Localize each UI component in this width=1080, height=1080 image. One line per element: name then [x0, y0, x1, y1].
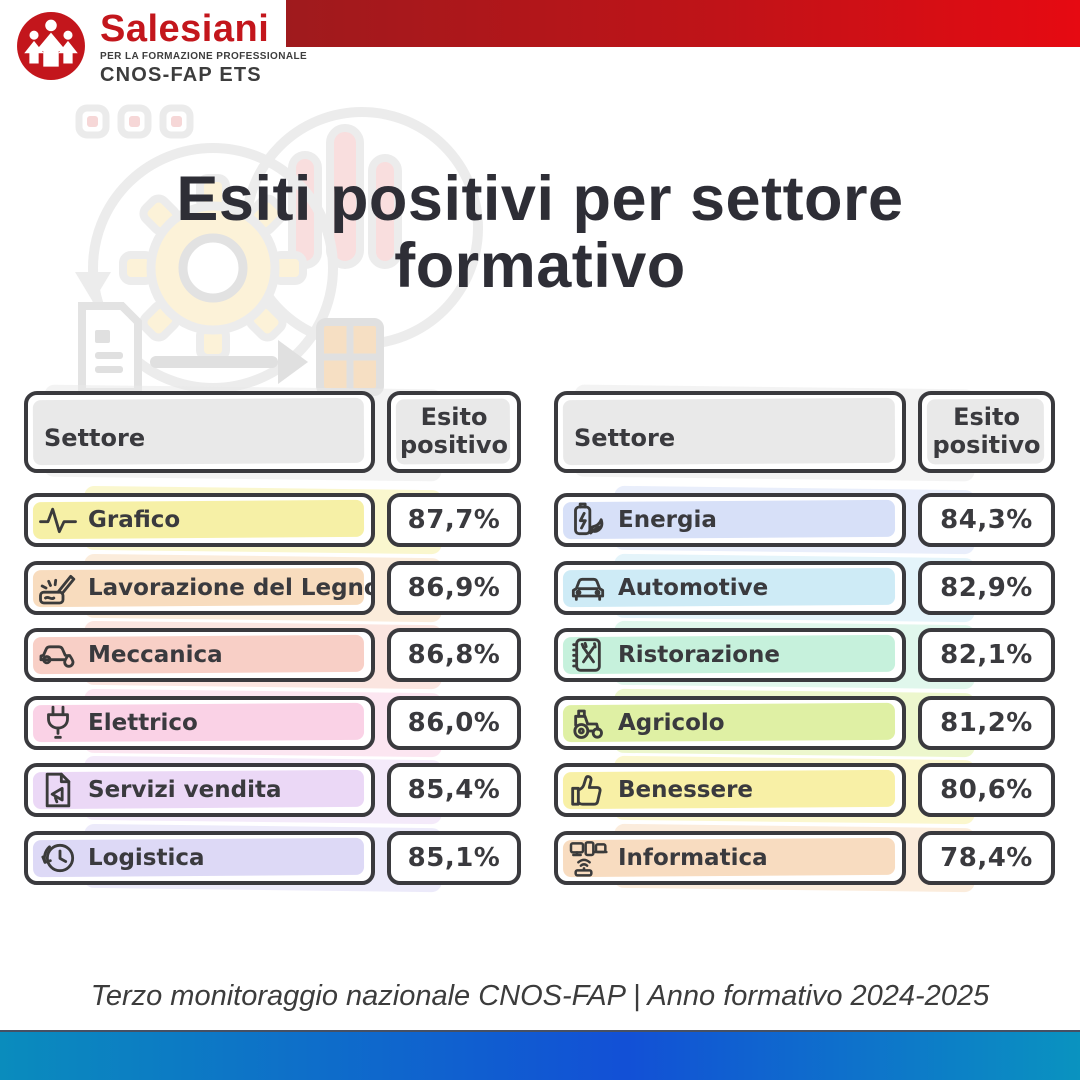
- column-header-outcome: Esito positivo: [387, 391, 521, 473]
- page-title: Esiti positivi per settore formativo: [176, 164, 904, 302]
- value-cell-automotive: 82,9%: [918, 561, 1055, 615]
- brand-name: Salesiani: [100, 8, 270, 50]
- top-red-bar: [286, 0, 1080, 47]
- brand-tagline: PER LA FORMAZIONE PROFESSIONALE: [100, 51, 308, 62]
- table-row: Energia 84,3%: [554, 485, 1055, 555]
- salesiani-logo-icon: [17, 12, 85, 80]
- sector-cell-benessere: Benessere: [554, 763, 906, 817]
- sector-cell-meccanica: Meccanica: [24, 628, 375, 682]
- table-row: Automotive 82,9%: [554, 553, 1055, 623]
- value-cell-logistica: 85,1%: [387, 831, 521, 885]
- table-row: Benessere 80,6%: [554, 755, 1055, 825]
- table-row: Lavorazione del Legno 86,9%: [24, 553, 521, 623]
- battery-leaf-icon: [574, 502, 604, 536]
- devices-icon: [569, 841, 608, 877]
- sector-table-right: Settore Esito positivo Energia: [554, 384, 1055, 893]
- sector-cell-servizi-vendita: Servizi vendita: [24, 763, 375, 817]
- brand-org: CNOS-FAP ETS: [100, 64, 262, 86]
- table-row: Agricolo 81,2%: [554, 688, 1055, 758]
- table-row: Servizi vendita 85,4%: [24, 755, 521, 825]
- column-header-sector: Settore: [24, 391, 375, 473]
- value-cell-informatica: 78,4%: [918, 831, 1055, 885]
- value-cell-agricolo: 81,2%: [918, 696, 1055, 750]
- sector-cell-logistica: Logistica: [24, 831, 375, 885]
- car-oil-icon: [39, 645, 75, 668]
- sector-cell-automotive: Automotive: [554, 561, 906, 615]
- table-row: Grafico 87,7%: [24, 485, 521, 555]
- sector-table-left: Settore Esito positivo Grafico 87,7%: [24, 384, 521, 893]
- column-header-sector-label: Settore: [44, 424, 146, 453]
- value-cell-grafico: 87,7%: [387, 493, 521, 547]
- column-header-sector: Settore: [554, 391, 906, 473]
- menu-cutlery-icon: [572, 638, 601, 672]
- pulse-icon: [39, 507, 77, 534]
- promo-document-icon: [45, 772, 71, 808]
- column-header-sector-label: Settore: [574, 424, 676, 453]
- brand-block: Salesiani PER LA FORMAZIONE PROFESSIONAL…: [100, 10, 307, 85]
- table-row: Meccanica 86,8%: [24, 620, 521, 690]
- value-cell-elettrico: 86,0%: [387, 696, 521, 750]
- column-header-outcome-label: Esito positivo: [932, 403, 1041, 459]
- value-cell-benessere: 80,6%: [918, 763, 1055, 817]
- clock-history-icon: [41, 843, 75, 873]
- plug-icon: [47, 705, 69, 739]
- sector-cell-elettrico: Elettrico: [24, 696, 375, 750]
- sector-cell-legno: Lavorazione del Legno: [24, 561, 375, 615]
- sector-cell-energia: Energia: [554, 493, 906, 547]
- source-caption: Terzo monitoraggio nazionale CNOS-FAP | …: [90, 980, 990, 1012]
- sector-cell-agricolo: Agricolo: [554, 696, 906, 750]
- bottom-blue-bar: [0, 1030, 1080, 1080]
- column-header-outcome-label: Esito positivo: [399, 403, 508, 459]
- value-cell-ristorazione: 82,1%: [918, 628, 1055, 682]
- value-cell-servizi-vendita: 85,4%: [387, 763, 521, 817]
- value-cell-energia: 84,3%: [918, 493, 1055, 547]
- sector-cell-informatica: Informatica: [554, 831, 906, 885]
- table-row: Informatica 78,4%: [554, 823, 1055, 893]
- table-row: Logistica 85,1%: [24, 823, 521, 893]
- wood-carving-icon: [39, 574, 76, 605]
- sector-cell-ristorazione: Ristorazione: [554, 628, 906, 682]
- table-row: Elettrico 86,0%: [24, 688, 521, 758]
- thumbs-up-icon: [571, 775, 602, 806]
- sector-cell-grafico: Grafico: [24, 493, 375, 547]
- tractor-icon: [573, 709, 603, 739]
- value-cell-legno: 86,9%: [387, 561, 521, 615]
- column-header-outcome: Esito positivo: [918, 391, 1055, 473]
- value-cell-meccanica: 86,8%: [387, 628, 521, 682]
- car-front-icon: [571, 577, 605, 601]
- table-row: Ristorazione 82,1%: [554, 620, 1055, 690]
